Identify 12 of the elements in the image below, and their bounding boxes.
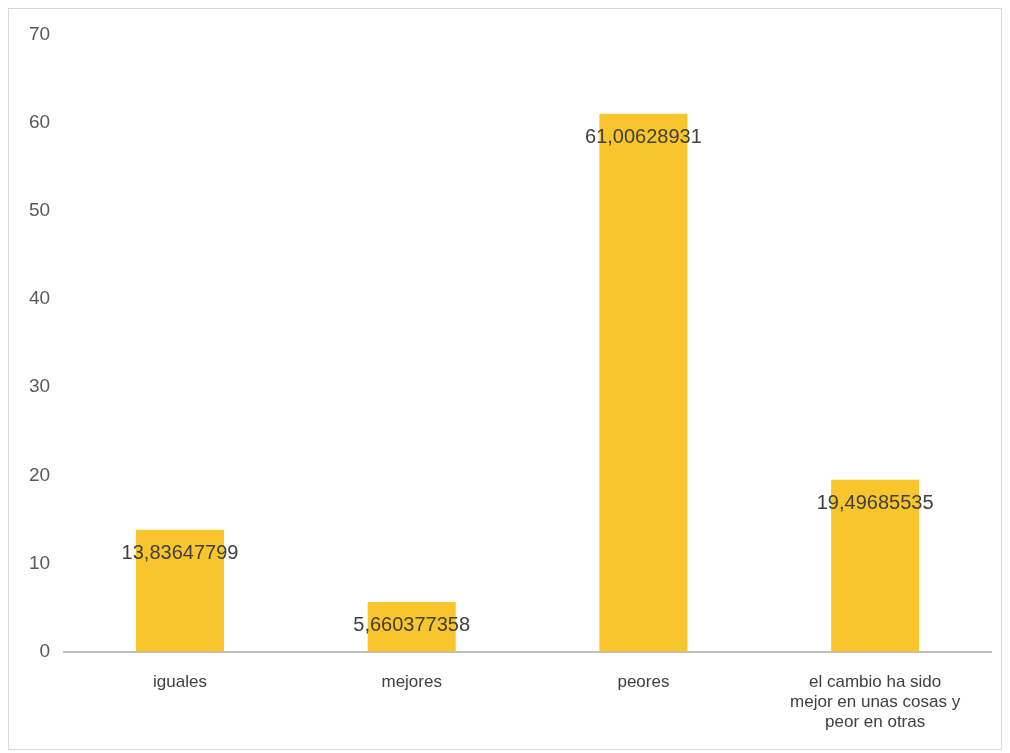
x-tick-label: iguales [153,671,207,691]
y-tick-label: 0 [39,640,51,662]
y-tick-label: 40 [28,287,51,309]
y-tick-label: 50 [28,199,51,221]
y-tick-label: 20 [28,463,51,485]
y-tick-label: 30 [28,375,51,397]
x-tick-label: mejores [381,671,442,691]
y-tick-label: 70 [28,22,51,44]
x-tick-label: peores [617,671,670,691]
y-tick-label: 10 [28,551,51,573]
y-tick-label: 60 [28,110,51,132]
x-tick-label: el cambio ha sido mejor en unas cosas y peor en otras [790,671,961,732]
